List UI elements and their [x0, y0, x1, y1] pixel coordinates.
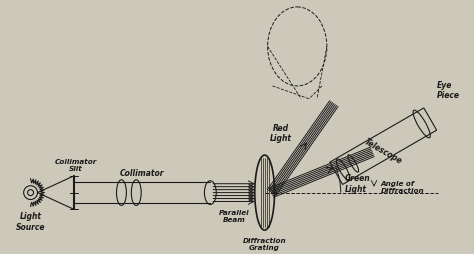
Text: Telescope: Telescope: [363, 137, 404, 166]
Text: Light
Source: Light Source: [16, 212, 46, 232]
Text: Diffraction
Grating: Diffraction Grating: [243, 238, 286, 251]
Text: Angle of
Diffraction: Angle of Diffraction: [381, 181, 425, 194]
Text: Green
Light: Green Light: [345, 174, 370, 194]
Text: Collimator: Collimator: [120, 169, 164, 178]
Text: Eye
Piece: Eye Piece: [437, 81, 460, 100]
Text: Red
Light: Red Light: [270, 124, 292, 143]
Text: Parallel
Beam: Parallel Beam: [219, 210, 249, 223]
Text: Collimator
Slit: Collimator Slit: [55, 159, 97, 172]
